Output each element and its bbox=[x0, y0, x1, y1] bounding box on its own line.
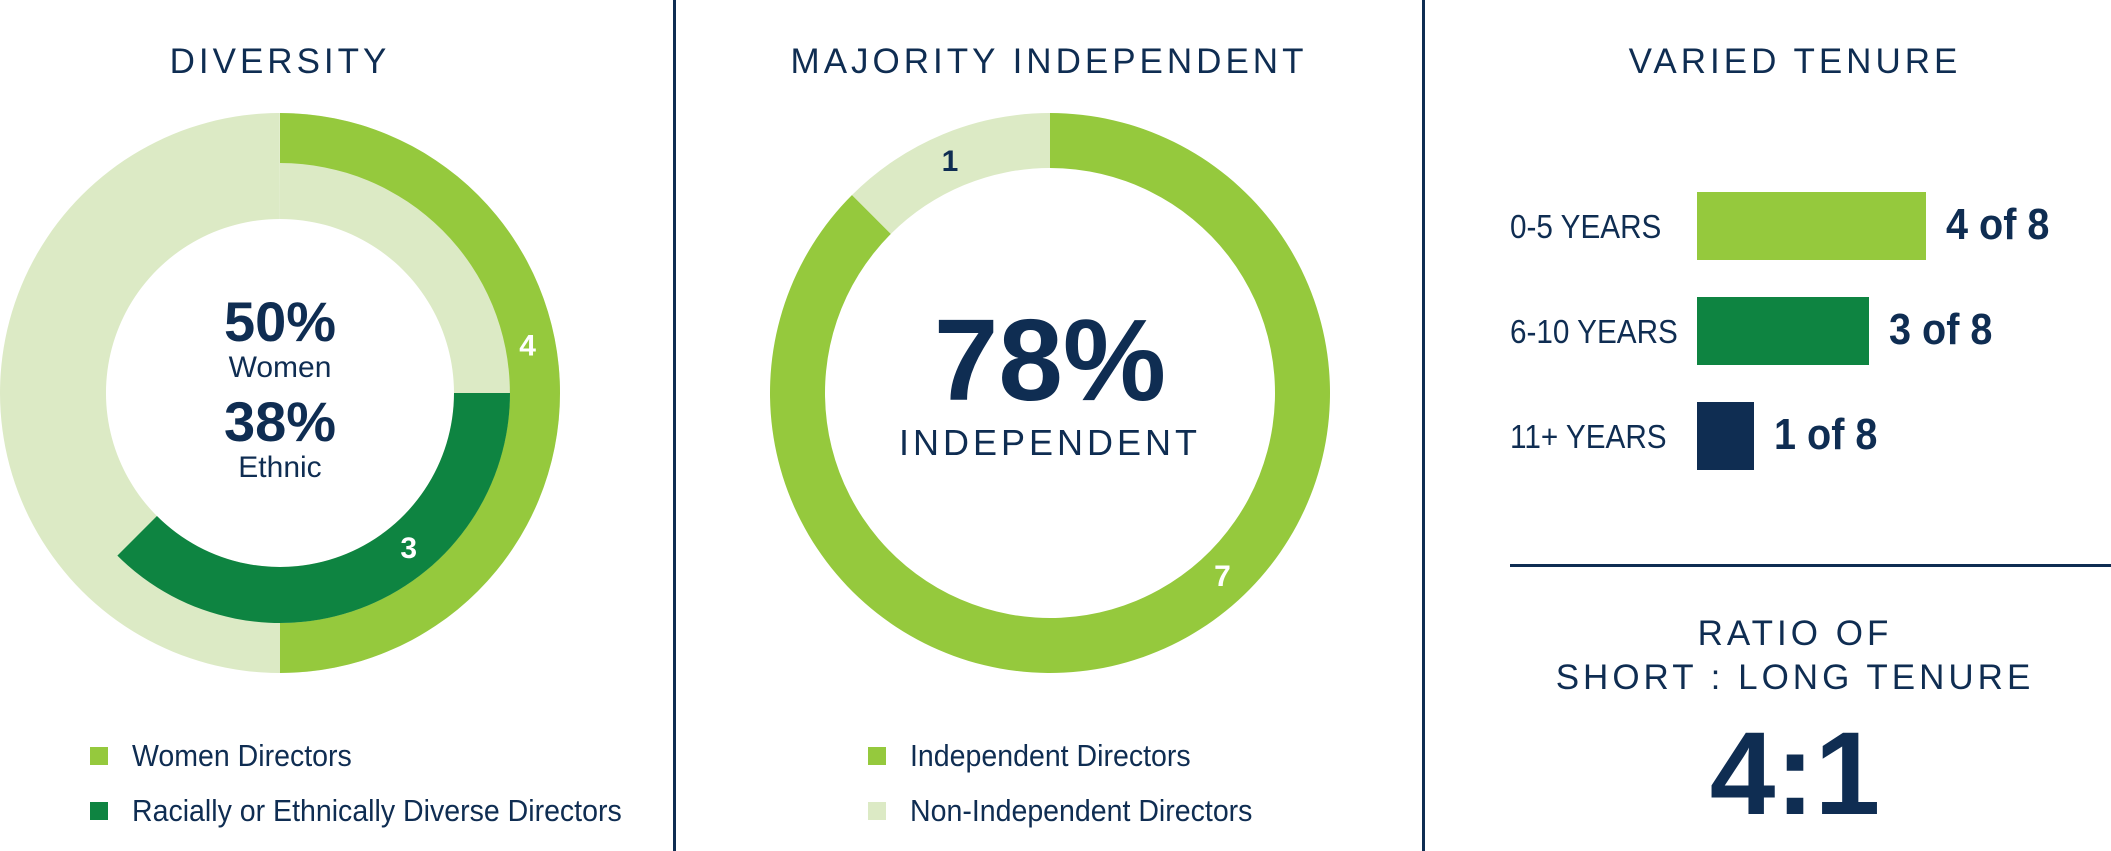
independent-donut-chart: 71 bbox=[769, 113, 1331, 673]
ratio-label-line2: SHORT : LONG TENURE bbox=[1555, 658, 2035, 697]
tenure-title: VARIED TENURE bbox=[1628, 42, 1962, 81]
legend-swatch-independent bbox=[868, 747, 886, 765]
legend-label-women: Women Directors bbox=[132, 738, 352, 773]
ethnic-percent: 38% bbox=[223, 390, 337, 453]
legend-diverse-directors: Racially or Ethnically Diverse Directors bbox=[90, 791, 664, 831]
legend-swatch-diverse bbox=[90, 802, 108, 820]
ratio-value: 4:1 bbox=[1709, 708, 1881, 840]
tenure-bar-6-10 bbox=[1697, 297, 1869, 365]
tenure-bar-11-plus bbox=[1697, 402, 1755, 470]
tenure-label-6-10: 6-10 YEARS bbox=[1510, 313, 1678, 350]
women-center-label: Women bbox=[228, 351, 332, 384]
diversity-title: DIVERSITY bbox=[169, 42, 391, 81]
legend-label-diverse: Racially or Ethnically Diverse Directors bbox=[132, 793, 622, 828]
legend-label-non-independent: Non-Independent Directors bbox=[910, 793, 1253, 828]
diversity-label-ethnic-count: 3 bbox=[400, 532, 417, 565]
legend-swatch-women bbox=[90, 747, 108, 765]
independent-label-non-independent-count: 1 bbox=[942, 145, 959, 178]
tenure-value-0-5: 4 of 8 bbox=[1946, 200, 2050, 249]
diversity-slice-women bbox=[280, 113, 560, 673]
panel-divider-left bbox=[673, 0, 676, 851]
legend-women-directors: Women Directors bbox=[90, 736, 371, 776]
independent-title: MAJORITY INDEPENDENT bbox=[790, 42, 1308, 81]
ratio-block: RATIO OF SHORT : LONG TENURE 4:1 bbox=[1510, 612, 2080, 834]
panel-divider-right bbox=[1422, 0, 1425, 851]
independent-label-independent-count: 7 bbox=[1214, 560, 1231, 593]
diversity-slice-ethnic bbox=[117, 393, 510, 624]
tenure-label-11-plus: 11+ YEARS bbox=[1510, 418, 1667, 455]
ethnic-center-label: Ethnic bbox=[238, 451, 322, 484]
ratio-label-line1: RATIO OF bbox=[1697, 614, 1893, 653]
diversity-center: 50% Women 38% Ethnic bbox=[180, 292, 380, 484]
tenure-value-11-plus: 1 of 8 bbox=[1774, 410, 1878, 459]
independent-center: 78% INDEPENDENT bbox=[850, 300, 1250, 464]
tenure-value-6-10: 3 of 8 bbox=[1888, 305, 1993, 354]
diversity-label-women-count: 4 bbox=[519, 329, 536, 362]
legend-label-independent: Independent Directors bbox=[910, 738, 1191, 773]
tenure-separator bbox=[1510, 564, 2111, 567]
independent-center-label: INDEPENDENT bbox=[898, 422, 1202, 463]
women-percent: 50% bbox=[223, 290, 337, 353]
legend-independent-directors: Independent Directors bbox=[868, 736, 1215, 776]
independent-slice-non-independent bbox=[852, 113, 1050, 234]
tenure-bar-0-5 bbox=[1697, 192, 1926, 260]
independent-percent: 78% bbox=[933, 295, 1167, 425]
tenure-label-0-5: 0-5 YEARS bbox=[1510, 208, 1662, 245]
legend-swatch-non-independent bbox=[868, 802, 886, 820]
diversity-donut-chart: 43 bbox=[0, 113, 561, 673]
legend-non-independent-directors: Non-Independent Directors bbox=[868, 791, 1282, 831]
